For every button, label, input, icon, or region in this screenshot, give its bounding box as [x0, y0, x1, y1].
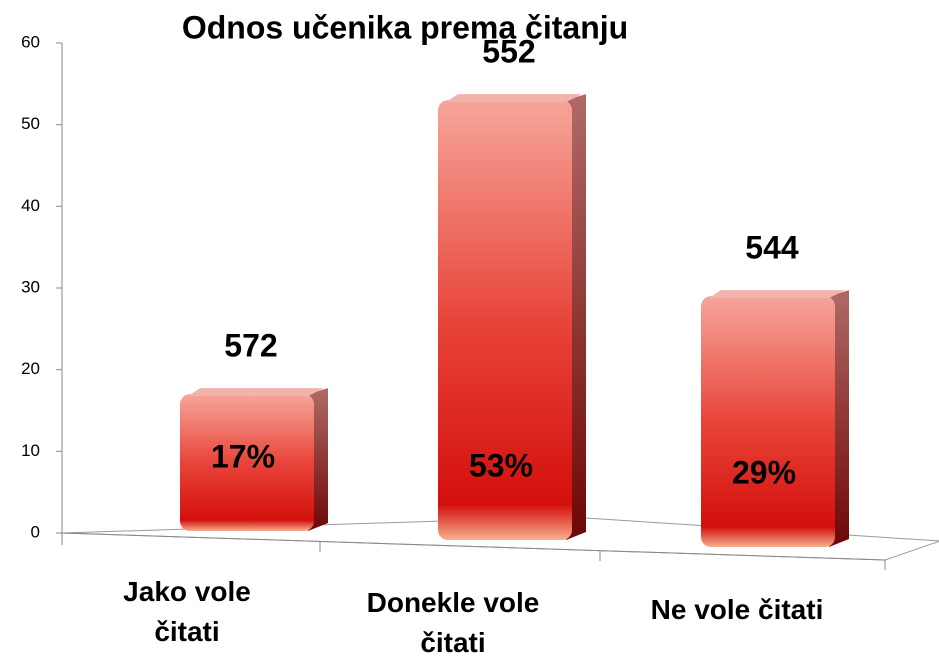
- bar: [180, 388, 328, 531]
- y-tick-label: 60: [21, 32, 40, 51]
- count-label: 544: [745, 230, 799, 266]
- count-label: 572: [224, 328, 277, 364]
- x-axis: [61, 532, 886, 561]
- value-label: 53%: [469, 447, 533, 483]
- y-tick-label: 40: [21, 196, 40, 215]
- y-tick-label: 20: [21, 359, 40, 378]
- bar: [438, 94, 586, 541]
- x-tick-label: Donekle vole čitati: [366, 587, 540, 658]
- x-tick-label: Ne vole čitati: [650, 594, 824, 625]
- value-label: 29%: [732, 454, 796, 490]
- y-tick-label: 50: [21, 114, 40, 133]
- chart-title: Odnos učenika prema čitanju: [182, 9, 628, 45]
- value-label: 17%: [211, 438, 275, 474]
- y-tick-label: 30: [21, 277, 40, 296]
- y-tick-label: 0: [31, 522, 40, 541]
- y-tick-label: 10: [21, 441, 40, 460]
- x-tick-label: Jako vole čitati: [123, 576, 251, 647]
- bar: [701, 290, 849, 547]
- count-label: 552: [482, 34, 535, 70]
